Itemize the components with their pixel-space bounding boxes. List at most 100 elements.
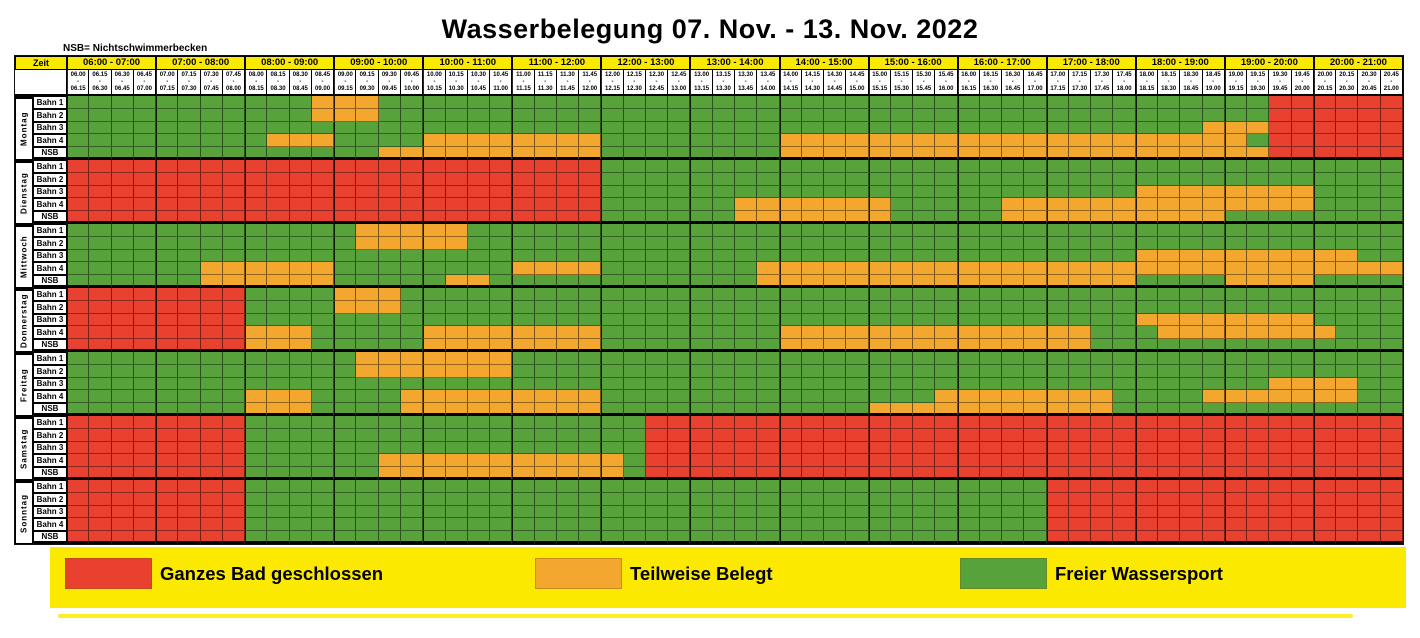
slot-cell — [623, 147, 646, 160]
slot-cell — [868, 159, 891, 173]
slot-cell — [556, 121, 580, 135]
slot-cell — [623, 287, 646, 301]
lane-label: Bahn 3 — [33, 505, 67, 519]
slot-cell — [1202, 172, 1225, 186]
slot-cell — [1380, 134, 1403, 148]
slot-cell — [913, 96, 936, 109]
slot-cell — [311, 479, 335, 493]
slot-cell — [445, 287, 468, 301]
lane-label: Bahn 4 — [33, 326, 67, 340]
slot-cell — [824, 121, 847, 135]
slot-cell — [668, 505, 691, 519]
slot-cell — [1091, 108, 1114, 122]
slot-cell — [579, 262, 602, 276]
slot-cell — [89, 326, 112, 340]
slot-cell — [423, 531, 446, 544]
slot-cell — [1180, 185, 1203, 199]
slot-cell — [222, 531, 246, 544]
lane-label: Bahn 3 — [33, 185, 67, 199]
slot-cell — [490, 467, 513, 480]
slot-cell — [712, 377, 735, 391]
slot-cell — [534, 339, 557, 352]
slot-cell — [579, 339, 602, 352]
slot-cell — [1247, 492, 1270, 506]
slot-cell — [490, 415, 513, 429]
slot-cell — [512, 505, 535, 519]
slot-cell — [957, 492, 980, 506]
slot-cell — [467, 313, 491, 327]
slot-cell — [868, 198, 891, 212]
slot-cell — [133, 351, 157, 365]
slot-cell — [1135, 377, 1159, 391]
slot-cell — [534, 467, 557, 480]
slot-cell — [1024, 159, 1047, 173]
slot-cell — [222, 134, 246, 148]
slot-cell — [89, 185, 112, 199]
slot-cell — [490, 428, 513, 442]
slot-cell — [267, 185, 290, 199]
slot-cell — [1291, 351, 1314, 365]
slot-cell — [200, 147, 223, 160]
slot-cell — [400, 287, 424, 301]
slot-cell — [222, 249, 246, 263]
slot-cell — [801, 211, 825, 224]
slot-cell — [356, 300, 379, 314]
slot-cell — [1002, 377, 1025, 391]
slot-cell — [1291, 492, 1314, 506]
slot-cell — [1336, 249, 1359, 263]
slot-cell — [623, 415, 646, 429]
slot-cell — [779, 262, 802, 276]
slot-cell — [1358, 364, 1381, 378]
slot-cell — [512, 364, 535, 378]
slot-cell — [378, 300, 401, 314]
slot-cell — [156, 275, 179, 288]
slot-cell — [1313, 198, 1337, 212]
slot-cell — [490, 492, 513, 506]
slot-cell — [623, 159, 646, 173]
slot-cell — [356, 339, 379, 352]
slot-cell — [111, 428, 134, 442]
slot-cell — [245, 172, 268, 186]
slot-cell — [200, 300, 223, 314]
quarter-header: 07.15-07.30 — [178, 70, 201, 96]
slot-cell — [67, 172, 90, 186]
quarter-header: 09.00-09.15 — [334, 70, 357, 96]
slot-cell — [267, 108, 290, 122]
slot-cell — [89, 198, 112, 212]
slot-cell — [222, 159, 246, 173]
slot-cell — [868, 108, 891, 122]
slot-cell — [668, 108, 691, 122]
slot-cell — [1224, 479, 1248, 493]
slot-cell — [1113, 185, 1136, 199]
lane-label: NSB — [33, 147, 67, 160]
slot-cell — [734, 172, 758, 186]
slot-cell — [579, 96, 602, 109]
slot-cell — [1158, 313, 1181, 327]
slot-cell — [868, 147, 891, 160]
schedule-grid: Zeit 06:00 - 07:00 07:00 - 08:00 08:00 - 09… — [14, 55, 1404, 545]
slot-cell — [1224, 339, 1248, 352]
slot-cell — [1046, 492, 1069, 506]
slot-cell — [1135, 428, 1159, 442]
slot-cell — [690, 287, 713, 301]
slot-cell — [534, 147, 557, 160]
slot-cell — [668, 518, 691, 532]
slot-cell — [133, 121, 157, 135]
slot-cell — [623, 351, 646, 365]
slot-cell — [623, 96, 646, 109]
slot-cell — [801, 454, 825, 468]
slot-cell — [1046, 134, 1069, 148]
slot-cell — [935, 505, 958, 519]
slot-cell — [490, 108, 513, 122]
slot-cell — [913, 518, 936, 532]
slot-cell — [1269, 147, 1292, 160]
slot-cell — [1068, 415, 1092, 429]
slot-cell — [712, 467, 735, 480]
slot-cell — [979, 531, 1003, 544]
slot-cell — [1024, 492, 1047, 506]
legend-item-closed: Ganzes Bad geschlossen — [65, 558, 383, 589]
slot-cell — [534, 300, 557, 314]
slot-cell — [289, 364, 312, 378]
slot-cell — [1202, 134, 1225, 148]
slot-cell — [957, 147, 980, 160]
